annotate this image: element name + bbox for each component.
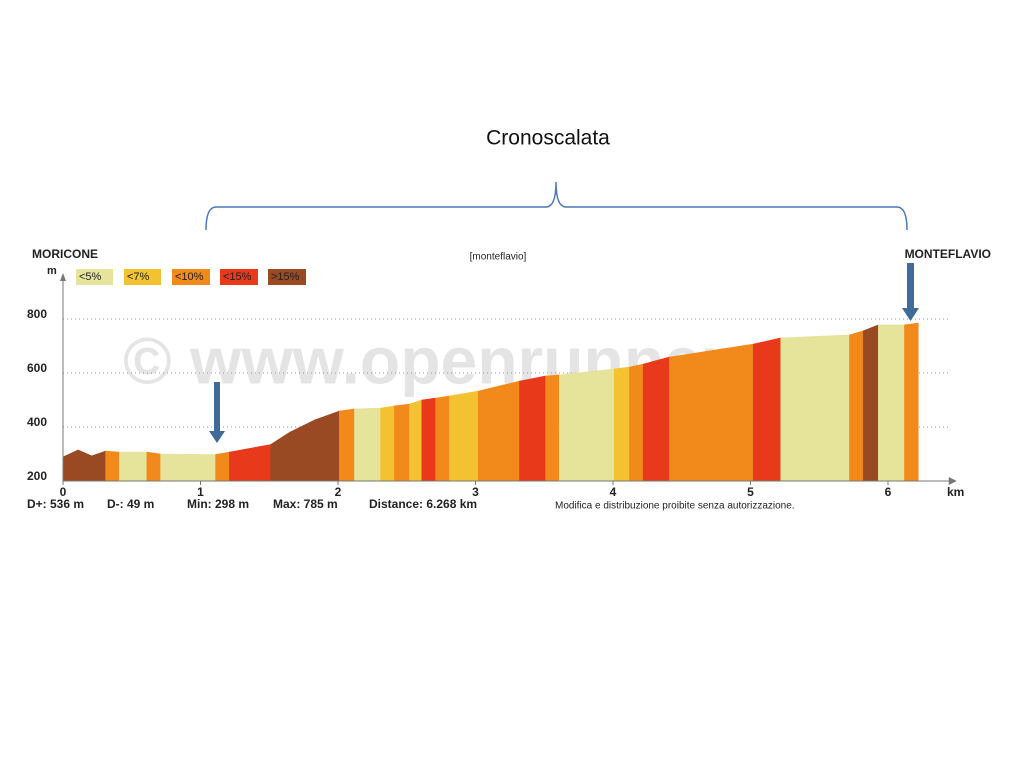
stat: D+: 536 m xyxy=(27,497,84,511)
profile-segment xyxy=(519,375,546,482)
x-axis-arrow xyxy=(948,477,957,485)
brace xyxy=(205,181,908,231)
profile-segment xyxy=(449,390,479,482)
route-name: [monteflavio] xyxy=(470,252,527,263)
stat: D-: 49 m xyxy=(107,497,154,511)
x-tick-label: 3 xyxy=(472,485,479,499)
profile-segment xyxy=(904,322,919,482)
x-tick-label: 4 xyxy=(610,485,617,499)
arrow xyxy=(902,263,919,321)
legend-swatch xyxy=(220,269,258,285)
profile-segment xyxy=(435,395,450,482)
x-tick-label: 5 xyxy=(747,485,754,499)
stat: Min: 298 m xyxy=(187,497,249,511)
profile-segment xyxy=(752,337,782,482)
profile-segment xyxy=(91,450,106,482)
profile-segment xyxy=(642,356,670,482)
notice: Modifica e distribuzione proibite senza … xyxy=(555,501,795,512)
profile-segment xyxy=(160,453,216,482)
profile-segment xyxy=(339,408,355,482)
arrow xyxy=(209,382,225,443)
legend-label: >15% xyxy=(271,271,300,283)
profile-segment xyxy=(669,343,754,482)
profile-segment xyxy=(614,366,630,482)
profile-segment xyxy=(354,407,381,482)
profile-segment xyxy=(380,405,395,482)
legend-label: <15% xyxy=(223,271,252,283)
profile-segment xyxy=(119,451,148,482)
x-tick-label: 1 xyxy=(197,485,204,499)
x-tick-label: 0 xyxy=(60,485,67,499)
profile-segment xyxy=(409,399,423,482)
y-tick-label: 800 xyxy=(27,307,47,321)
profile-segment xyxy=(629,363,644,482)
stat: Distance: 6.268 km xyxy=(369,497,477,511)
profile-segment xyxy=(314,410,340,482)
y-tick-label: 200 xyxy=(27,469,47,483)
slide-title: Cronoscalata xyxy=(486,127,610,150)
start-label: MORICONE xyxy=(32,247,98,261)
x-tick-label: 6 xyxy=(885,485,892,499)
profile-segment xyxy=(878,324,905,482)
profile-segment xyxy=(780,334,850,482)
profile-segment xyxy=(849,330,864,482)
legend-swatch xyxy=(268,269,306,285)
profile-segment xyxy=(559,368,615,482)
plot: 200 400 600 800 0 1 2 3 4 5 6 xyxy=(27,273,957,499)
y-tick-label: 600 xyxy=(27,361,47,375)
profile-segment xyxy=(862,324,879,482)
y-axis-arrow xyxy=(60,273,66,281)
legend-swatch xyxy=(124,269,161,285)
legend-label: <10% xyxy=(175,271,204,283)
stat: Max: 785 m xyxy=(273,497,338,511)
profile-segment xyxy=(545,374,560,482)
y-tick-label: 400 xyxy=(27,415,47,429)
x-axis-label: km xyxy=(947,485,964,499)
legend-label: <7% xyxy=(127,271,150,283)
profile-segment xyxy=(146,451,161,482)
profile-segment xyxy=(394,403,410,482)
legend-label: <5% xyxy=(79,271,102,283)
legend-swatch xyxy=(172,269,210,285)
y-axis-label: m xyxy=(47,265,57,277)
profile-segment xyxy=(105,450,120,482)
profile-segment xyxy=(215,451,230,482)
end-label: MONTEFLAVIO xyxy=(905,247,991,261)
legend-swatch xyxy=(76,269,113,285)
x-tick-label: 2 xyxy=(335,485,342,499)
profile-segment xyxy=(477,380,520,482)
profile-segment xyxy=(421,397,436,482)
